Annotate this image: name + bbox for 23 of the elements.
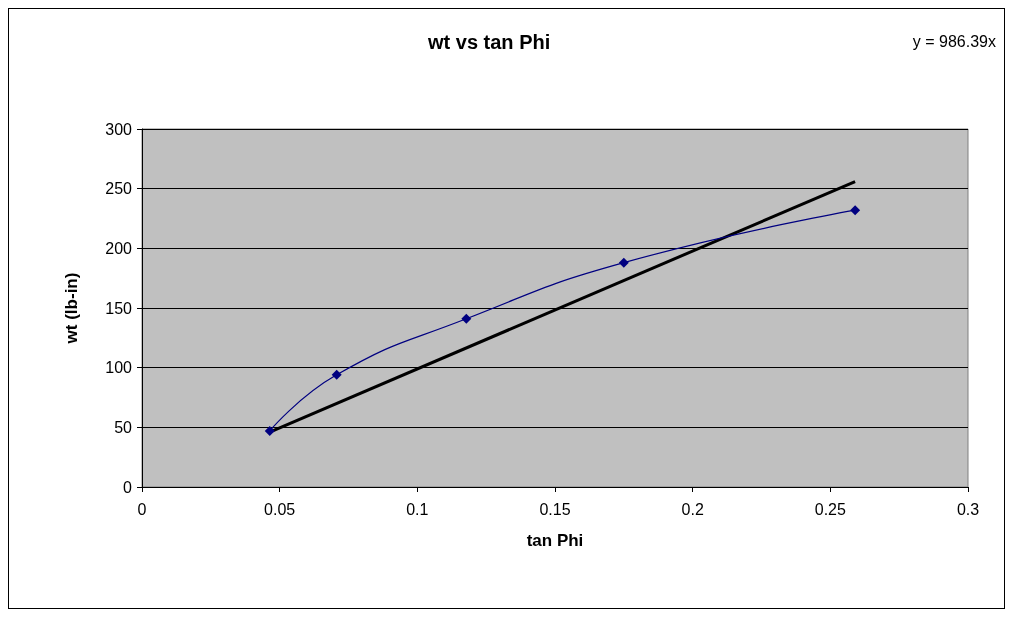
x-tick-label: 0.15 [539, 500, 571, 518]
y-tick-label: 0 [123, 478, 133, 496]
point [331, 369, 342, 380]
point [850, 205, 861, 216]
point [618, 257, 629, 268]
x-tick-label: 0.25 [814, 500, 847, 518]
chart-title: wt vs tan Phi [427, 31, 551, 53]
y-tick-label: 100 [105, 359, 133, 377]
point [461, 313, 472, 324]
x-tick-label: 0.3 [956, 500, 980, 518]
x-tick-label: 0 [137, 500, 147, 518]
x-axis-title: tan Phi [526, 531, 584, 550]
point [264, 425, 275, 436]
y-axis-title: wt (lb-in) [62, 272, 81, 345]
y-tick-label: 150 [105, 299, 133, 317]
y-tick-label: 300 [105, 120, 133, 138]
text: y = 986.39x [912, 32, 996, 50]
y-tick-label: 250 [105, 180, 133, 198]
x-tick-label: 0.1 [406, 500, 429, 518]
x-tick-label: 0.05 [264, 500, 296, 518]
y-tick-label: 50 [114, 418, 133, 436]
x-tick-label: 0.2 [681, 500, 704, 518]
y-tick-label: 200 [105, 239, 133, 257]
